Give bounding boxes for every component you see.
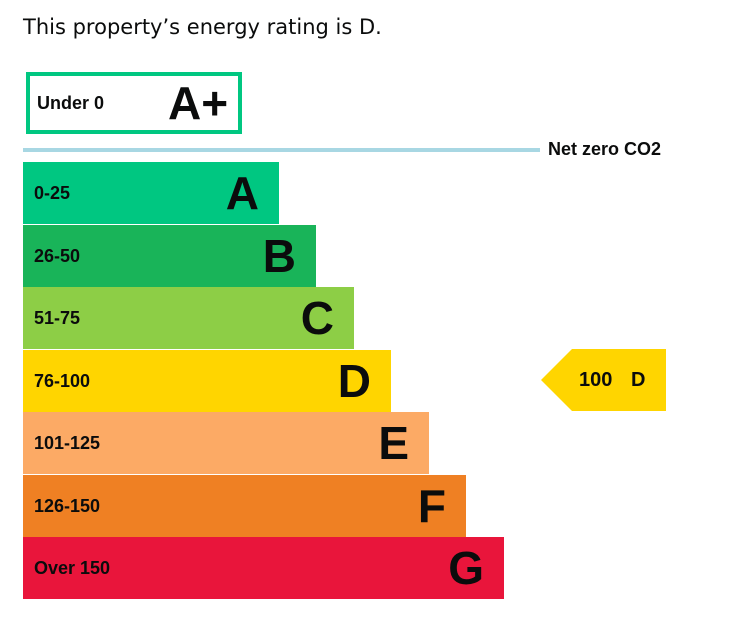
band-a-letter: A — [225, 167, 259, 219]
band-b: 26-50 B — [23, 224, 316, 287]
net-zero-line — [23, 148, 540, 152]
band-b-range: 26-50 — [34, 245, 81, 266]
band-e: 101-125 E — [23, 412, 429, 474]
band-f: 126-150 F — [23, 474, 466, 537]
band-a-range: 0-25 — [34, 183, 71, 203]
band-d: 76-100 D — [23, 349, 391, 412]
page-title: This property’s energy rating is D. — [23, 15, 382, 39]
current-rating-band: D — [631, 369, 646, 391]
band-c: 51-75 C — [23, 287, 354, 349]
band-a-plus-letter: A+ — [168, 77, 229, 129]
band-f-range: 126-150 — [34, 495, 101, 516]
current-rating-arrow — [541, 349, 666, 411]
band-a: 0-25 A — [23, 162, 279, 224]
current-rating-score: 100 — [579, 369, 613, 391]
band-g: Over 150 G — [23, 537, 504, 599]
band-c-range: 51-75 — [34, 308, 81, 328]
band-a-plus: Under 0 A+ — [26, 72, 242, 134]
band-d-range: 76-100 — [34, 370, 91, 391]
current-rating-pointer: 100 D — [541, 349, 666, 411]
band-g-letter: G — [448, 542, 484, 594]
band-a-plus-range: Under 0 — [37, 93, 105, 113]
band-c-letter: C — [300, 292, 334, 344]
band-d-letter: D — [337, 354, 371, 407]
band-f-letter: F — [417, 479, 446, 532]
band-b-letter: B — [262, 229, 296, 282]
net-zero-label: Net zero CO2 — [548, 139, 662, 159]
band-e-range: 101-125 — [34, 433, 101, 453]
band-g-range: Over 150 — [34, 558, 111, 578]
band-e-letter: E — [378, 417, 409, 469]
